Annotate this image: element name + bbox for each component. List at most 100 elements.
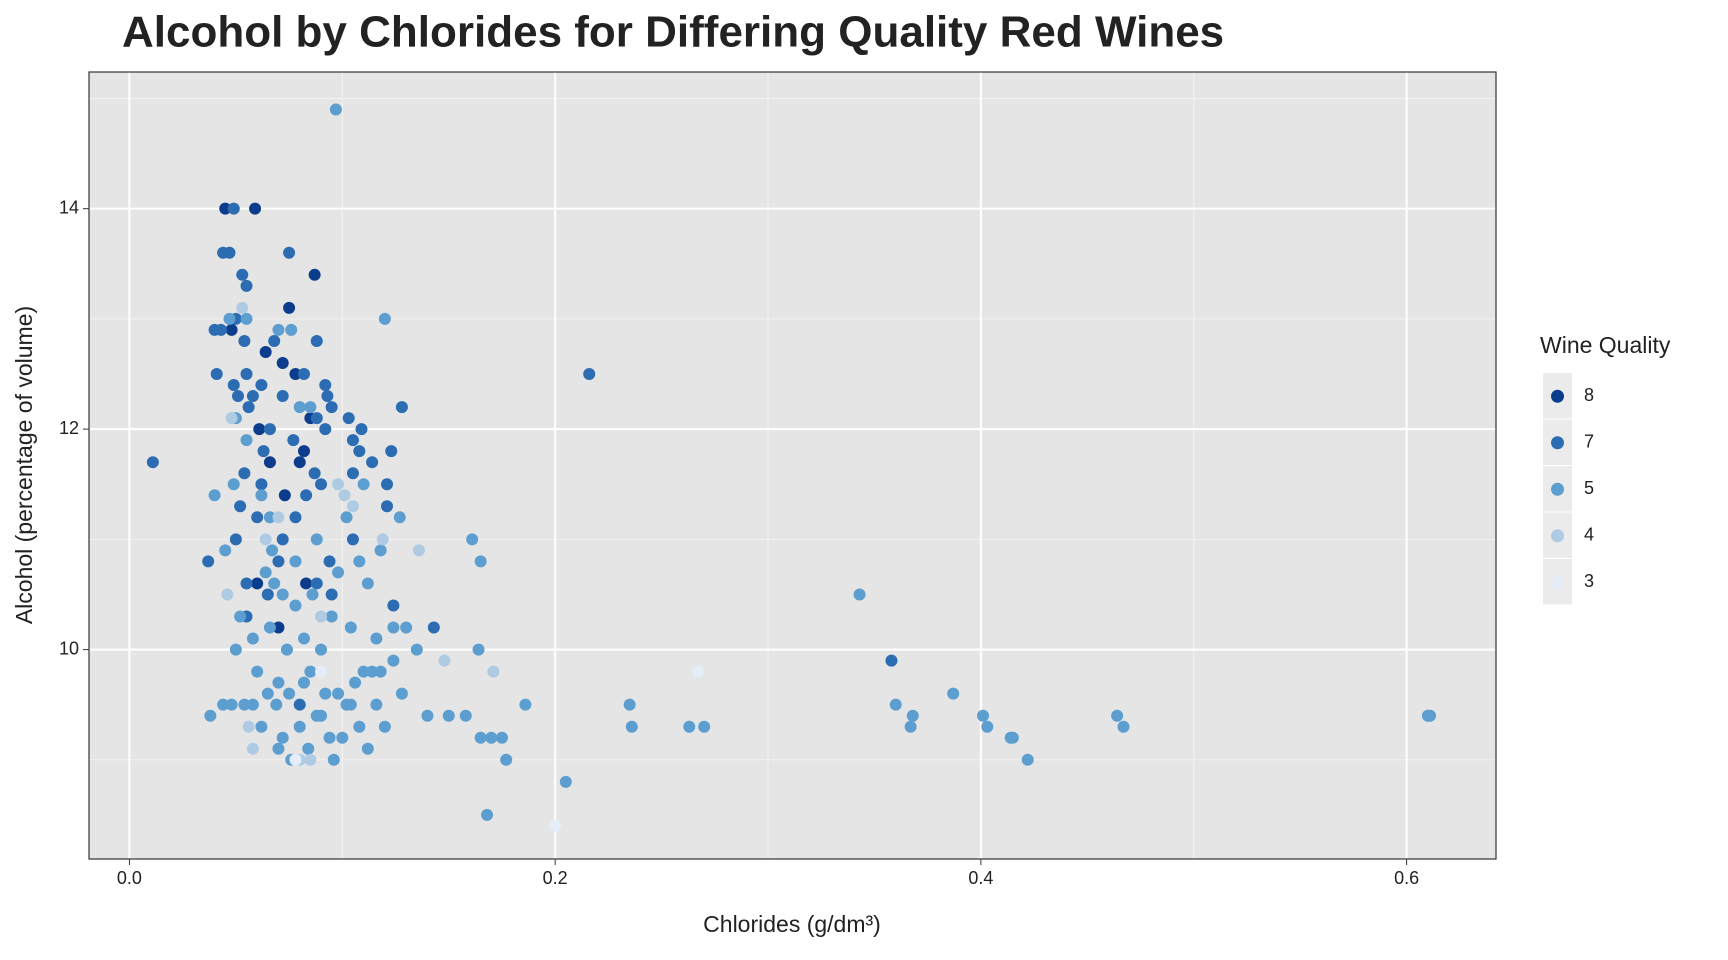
point [229,533,242,546]
point [355,423,368,436]
point [300,489,313,502]
point [238,698,251,711]
point [329,103,342,116]
point [297,445,310,458]
point [1021,753,1034,766]
point [255,489,268,502]
point [683,720,696,733]
point [272,323,285,336]
legend-title: Wine Quality [1540,332,1671,358]
point [315,665,328,678]
point [346,533,359,546]
point [393,511,406,524]
point [240,279,253,292]
point [495,731,508,744]
point [240,368,253,381]
point [1006,731,1019,744]
point [889,698,902,711]
point [387,599,400,612]
point [315,478,328,491]
point [242,401,255,414]
point [246,698,259,711]
point [366,665,379,678]
point [340,698,353,711]
point [259,533,272,546]
point [293,720,306,733]
point [519,698,532,711]
point [297,632,310,645]
point [387,654,400,667]
point [346,500,359,513]
point [466,533,479,546]
point [310,577,323,590]
point [472,643,485,656]
point [255,478,268,491]
legend-label: 5 [1584,478,1594,498]
point [310,412,323,425]
point [276,731,289,744]
point [885,654,898,667]
point [361,742,374,755]
point [353,555,366,568]
point [221,588,234,601]
point [698,720,711,733]
point [293,401,306,414]
point [240,312,253,325]
point [285,323,298,336]
point [378,312,391,325]
point [400,621,413,634]
point [346,467,359,480]
legend-symbol [1551,436,1564,450]
point [246,742,259,755]
point [1424,709,1437,722]
point [270,698,283,711]
point [459,709,472,722]
point [421,709,434,722]
point [559,775,572,788]
point [315,643,328,656]
point [315,610,328,623]
x-tick-label: 0.4 [968,868,993,888]
point [319,379,332,392]
point [236,268,249,281]
point [297,676,310,689]
point [204,709,217,722]
point [289,599,302,612]
point [947,687,960,700]
point [293,456,306,469]
point [340,511,353,524]
point [304,665,317,678]
point [308,268,321,281]
point [583,368,596,381]
point [266,544,279,557]
point [257,445,270,458]
point [853,588,866,601]
point [255,379,268,392]
point [251,511,264,524]
panel-border [88,71,1497,860]
point [268,577,281,590]
point [357,478,370,491]
legend-label: 3 [1584,571,1594,591]
point [338,489,351,502]
point [263,621,276,634]
x-tick-label: 0.2 [543,868,568,888]
point [387,621,400,634]
point [236,301,249,314]
point [263,456,276,469]
point [263,511,276,524]
point [272,742,285,755]
point [146,456,159,469]
point [289,555,302,568]
point [223,246,236,259]
point [225,698,238,711]
point [410,643,423,656]
point [474,731,487,744]
point [310,334,323,347]
point [319,423,332,436]
point [259,566,272,579]
point [217,698,230,711]
point [325,588,338,601]
point [238,334,251,347]
point [319,687,332,700]
